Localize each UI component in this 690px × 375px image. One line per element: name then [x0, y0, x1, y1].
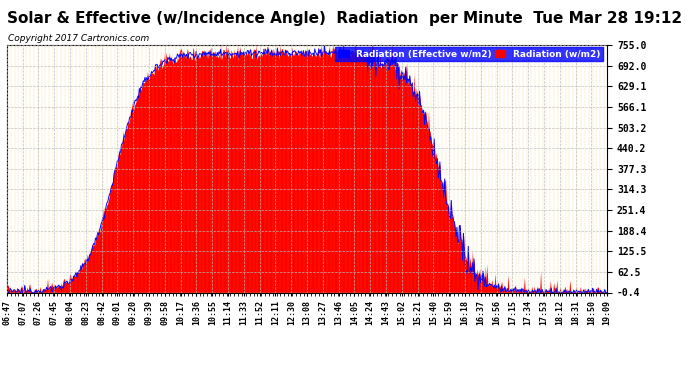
Legend: Radiation (Effective w/m2), Radiation (w/m2): Radiation (Effective w/m2), Radiation (w… — [335, 47, 602, 62]
Text: Copyright 2017 Cartronics.com: Copyright 2017 Cartronics.com — [8, 33, 149, 42]
Text: Solar & Effective (w/Incidence Angle)  Radiation  per Minute  Tue Mar 28 19:12: Solar & Effective (w/Incidence Angle) Ra… — [8, 11, 682, 26]
